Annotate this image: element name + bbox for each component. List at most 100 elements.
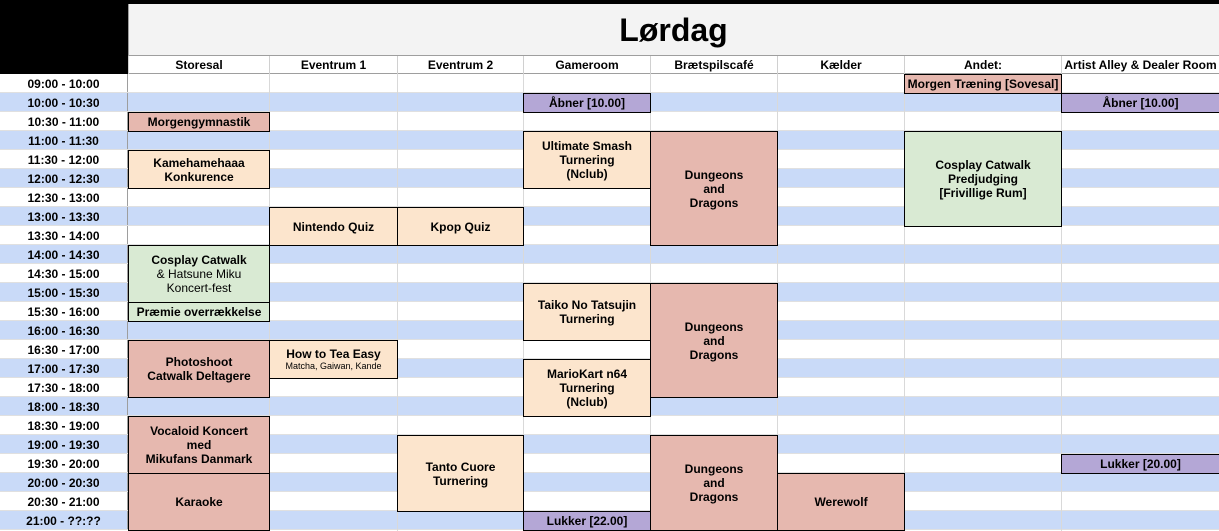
time-label: 10:30 - 11:00: [0, 112, 128, 131]
event-title-line: Lukker [22.00]: [546, 514, 628, 528]
row-divider: [0, 472, 1219, 473]
column-header-1: Eventrum 1: [269, 56, 397, 74]
time-label: 20:30 - 21:00: [0, 492, 128, 511]
time-label: 09:00 - 10:00: [0, 74, 128, 93]
top-border: [128, 0, 1219, 4]
event-title-line: and: [703, 333, 725, 348]
column-divider: [904, 74, 905, 531]
column-header-3: Gameroom: [523, 56, 650, 74]
event-title-line: Predjudging: [948, 172, 1018, 186]
time-row: [0, 416, 1219, 435]
event-title-line: Morgen Træning [Sovesal]: [907, 77, 1059, 91]
row-divider: [0, 358, 1219, 359]
time-label: 17:00 - 17:30: [0, 359, 128, 378]
time-label: 20:00 - 20:30: [0, 473, 128, 492]
event-title-line: Tanto Cuore: [425, 459, 496, 474]
event-block: MarioKart n64 Turnering (Nclub): [523, 359, 651, 417]
corner-block: [0, 0, 128, 74]
time-row: [0, 492, 1219, 511]
event-block: Karaoke: [128, 473, 270, 531]
event-block: Morgen Træning [Sovesal]: [904, 74, 1062, 94]
row-divider: [0, 244, 1219, 245]
time-label: 13:30 - 14:00: [0, 226, 128, 245]
event-title-line: Kamehamehaaa: [153, 155, 245, 170]
time-label: 19:30 - 20:00: [0, 454, 128, 473]
row-divider: [0, 263, 1219, 264]
time-row: [0, 245, 1219, 264]
event-title-line: Cosplay Catwalk: [151, 253, 247, 267]
event-title-line: Karaoke: [175, 495, 223, 509]
column-header-row: [128, 56, 1219, 74]
event-title-line: Turnering: [559, 312, 615, 326]
event-title-line: [Frivillige Rum]: [939, 186, 1027, 200]
row-divider: [0, 434, 1219, 435]
event-block: Morgengymnastik: [128, 112, 270, 132]
event-block: Tanto Cuore Turnering: [397, 435, 524, 512]
event-block: Åbner [10.00]: [1061, 93, 1219, 113]
event-block: Vocaloid Koncert med Mikufans Danmark: [128, 416, 270, 474]
event-title-line: Cosplay Catwalk: [935, 158, 1031, 172]
event-title-line: Åbner [10.00]: [548, 96, 626, 110]
row-divider: [0, 510, 1219, 511]
event-block: Dungeons and Dragons: [650, 283, 778, 398]
time-label: 10:00 - 10:30: [0, 93, 128, 112]
event-block: How to Tea Easy Matcha, Gaiwan, Kande: [269, 340, 398, 379]
event-title-line: Dungeons: [684, 462, 744, 476]
time-row: [0, 226, 1219, 245]
time-label: 18:00 - 18:30: [0, 397, 128, 416]
event-title-line: Taiko No Tatsujin: [537, 298, 637, 312]
event-block: Kpop Quiz: [397, 207, 524, 246]
row-divider: [0, 92, 1219, 93]
row-divider: [0, 453, 1219, 454]
time-label: 16:00 - 16:30: [0, 321, 128, 340]
column-header-4: Brætspilscafé: [650, 56, 777, 74]
time-label: 14:30 - 15:00: [0, 264, 128, 283]
event-title-line: med: [186, 438, 212, 452]
column-divider: [1061, 74, 1062, 531]
event-block: Dungeons and Dragons: [650, 131, 778, 246]
event-subtitle-line: & Hatsune Miku: [156, 267, 242, 281]
event-title-line: Werewolf: [814, 495, 868, 509]
time-row: [0, 473, 1219, 492]
event-title-line: Mikufans Danmark: [145, 452, 253, 466]
event-title-line: MarioKart n64: [546, 367, 628, 381]
event-title-line: and: [703, 476, 725, 490]
event-title-line: Dungeons: [684, 319, 744, 334]
event-title-line: Dragons: [689, 347, 739, 362]
event-title-line: Nintendo Quiz: [292, 219, 375, 234]
event-title-line: (Nclub): [566, 395, 608, 409]
row-divider: [0, 282, 1219, 283]
row-divider: [0, 130, 1219, 131]
column-header-7: Artist Alley & Dealer Room: [1061, 56, 1219, 74]
event-note-line: Matcha, Gaiwan, Kande: [285, 361, 382, 371]
time-row: [0, 435, 1219, 454]
event-block: Nintendo Quiz: [269, 207, 398, 246]
time-label: 14:00 - 14:30: [0, 245, 128, 264]
event-block: Kamehamehaaa Konkurence: [128, 150, 270, 189]
row-divider: [0, 491, 1219, 492]
column-divider: [397, 74, 398, 531]
event-subtitle-line: Koncert-fest: [166, 281, 232, 295]
event-block: Cosplay Catwalk & Hatsune Miku Koncert-fes…: [128, 245, 270, 303]
event-title-line: Dungeons: [684, 167, 744, 182]
time-row: [0, 454, 1219, 473]
time-label: 11:00 - 11:30: [0, 131, 128, 150]
event-block: Photoshoot Catwalk Deltagere: [128, 340, 270, 398]
event-title-line: How to Tea Easy: [286, 347, 381, 361]
event-title-line: Åbner [10.00]: [1102, 96, 1179, 110]
time-label: 21:00 - ??:??: [0, 511, 128, 530]
event-block: Åbner [10.00]: [523, 93, 651, 113]
event-block: Werewolf: [777, 473, 905, 531]
time-label: 15:30 - 16:00: [0, 302, 128, 321]
event-block: Lukker [20.00]: [1061, 454, 1219, 474]
time-label: 16:30 - 17:00: [0, 340, 128, 359]
row-divider: [0, 225, 1219, 226]
time-row: [0, 264, 1219, 283]
event-title-line: Dragons: [689, 490, 739, 504]
event-title-line: (Nclub): [566, 167, 608, 181]
time-label: 12:00 - 12:30: [0, 169, 128, 188]
event-title-line: Lukker [20.00]: [1100, 457, 1181, 471]
time-row: [0, 112, 1219, 131]
day-title: Lørdag: [619, 11, 728, 48]
time-label: 18:30 - 19:00: [0, 416, 128, 435]
